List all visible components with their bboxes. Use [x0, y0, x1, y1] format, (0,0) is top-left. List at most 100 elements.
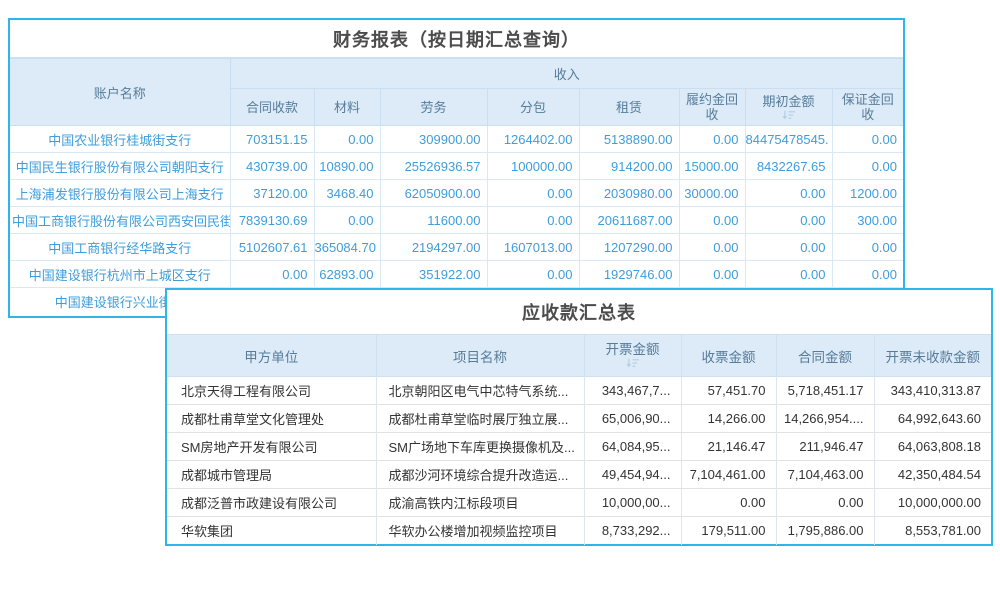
project-name-cell: 成都沙河环境综合提升改造运...	[376, 460, 585, 489]
amount-cell: 15000.00	[678, 152, 746, 180]
column-header-invoiced-amount-label: 开票金额	[605, 342, 660, 357]
amount-cell: 0.00	[486, 260, 580, 288]
column-header-invoiced-amount[interactable]: 开票金额	[583, 334, 682, 377]
invoiced-unpaid-cell: 42,350,484.54	[874, 460, 991, 489]
amount-cell: 0.00	[678, 233, 746, 261]
receivables-table-body: 北京天得工程有限公司 北京朝阳区电气中芯特气系统... 343,467,7... 57…	[167, 376, 991, 545]
invoiced-amount-cell: 10,000,00...	[584, 488, 682, 517]
finance-table-row: 中国建设银行杭州市上城区支行 0.00 62893.00 351922.00 0.00 1…	[10, 260, 904, 288]
received-amount-cell: 57,451.70	[681, 376, 777, 405]
column-header-subcontract: 分包	[486, 88, 580, 126]
project-name-cell: 成渝高铁内江标段项目	[376, 488, 585, 517]
amount-cell: 0.00	[831, 233, 904, 261]
sort-descending-icon[interactable]	[625, 358, 640, 369]
amount-cell: 37120.00	[229, 179, 315, 207]
received-amount-cell: 179,511.00	[681, 516, 777, 545]
client-name-cell: 华软集团	[167, 516, 377, 545]
amount-cell: 1200.00	[831, 179, 904, 207]
amount-cell: 0.00	[831, 260, 904, 288]
amount-cell: 0.00	[486, 206, 580, 234]
project-name-cell: 华软办公楼增加视频监控项目	[376, 516, 585, 545]
column-header-project: 项目名称	[375, 334, 585, 377]
account-name-cell: 上海浦发银行股份有限公司上海支行	[10, 179, 231, 207]
amount-cell: 2030980.00	[578, 179, 680, 207]
finance-report-panel: 财务报表（按日期汇总查询） 账户名称 收入 合同收款 材料 劳务 分包 租赁 履	[8, 18, 905, 318]
invoiced-amount-cell: 64,084,95...	[584, 432, 682, 461]
invoiced-amount-cell: 49,454,94...	[584, 460, 682, 489]
column-header-contract-amount: 合同金额	[775, 334, 875, 377]
finance-table-row: 上海浦发银行股份有限公司上海支行 37120.00 3468.40 62050900.…	[10, 179, 904, 207]
contract-amount-cell: 5,718,451.17	[776, 376, 875, 405]
amount-cell: 0.00	[744, 179, 833, 207]
receivables-table-row: 成都泛普市政建设有限公司 成渝高铁内江标段项目 10,000,00... 0.00 0.…	[167, 488, 991, 517]
received-amount-cell: 21,146.47	[681, 432, 777, 461]
column-header-received-amount: 收票金额	[680, 334, 777, 377]
invoiced-unpaid-cell: 64,063,808.18	[874, 432, 991, 461]
amount-cell: 30000.00	[678, 179, 746, 207]
amount-cell: 2194297.00	[379, 233, 488, 261]
amount-cell: 351922.00	[379, 260, 488, 288]
finance-table-row: 中国民生银行股份有限公司朝阳支行 430739.00 10890.00 2552693…	[10, 152, 904, 180]
amount-cell: 3468.40	[313, 179, 381, 207]
amount-cell: 10890.00	[313, 152, 381, 180]
finance-report-table: 账户名称 收入 合同收款 材料 劳务 分包 租赁 履约金回收 期初金额	[10, 58, 904, 315]
client-name-cell: 成都泛普市政建设有限公司	[167, 488, 377, 517]
contract-amount-cell: 211,946.47	[776, 432, 875, 461]
finance-table-row: 中国工商银行股份有限公司西安回民街支 7839130.69 0.00 11600.00…	[10, 206, 904, 234]
column-header-deposit-refund: 保证金回收	[831, 88, 904, 126]
amount-cell: 0.00	[831, 125, 904, 153]
sort-descending-icon[interactable]	[781, 110, 796, 121]
receivables-table-row: SM房地产开发有限公司 SM广场地下车库更换摄像机及... 64,084,95...…	[167, 432, 991, 461]
amount-cell: 1929746.00	[578, 260, 680, 288]
finance-table-row: 中国工商银行经华路支行 5102607.61 365084.70 2194297.00…	[10, 233, 904, 261]
amount-cell: 0.00	[831, 152, 904, 180]
finance-table-body: 中国农业银行桂城街支行 703151.15 0.00 309900.00 1264402…	[10, 125, 904, 315]
amount-cell: 309900.00	[379, 125, 488, 153]
receivables-table-row: 成都城市管理局 成都沙河环境综合提升改造运... 49,454,94... 7,104…	[167, 460, 991, 489]
column-header-account: 账户名称	[10, 58, 231, 126]
invoiced-unpaid-cell: 64,992,643.60	[874, 404, 991, 433]
contract-amount-cell: 1,795,886.00	[776, 516, 875, 545]
invoiced-unpaid-cell: 8,553,781.00	[905, 523, 981, 539]
receivables-table-row: 华软集团 华软办公楼增加视频监控项目 8,733,292... 179,511.00 1…	[167, 516, 991, 545]
amount-cell: 8432267.65	[744, 152, 833, 180]
invoiced-amount-cell: 8,733,292...	[584, 516, 682, 545]
contract-amount-cell: 7,104,463.00	[776, 460, 875, 489]
project-name-cell: SM广场地下车库更换摄像机及...	[376, 432, 585, 461]
client-name-cell: 成都城市管理局	[167, 460, 377, 489]
amount-cell: 1607013.00	[486, 233, 580, 261]
amount-cell: 1207290.00	[578, 233, 680, 261]
invoiced-unpaid-cell: 343,410,313.87	[874, 376, 991, 405]
project-name-cell: 北京朝阳区电气中芯特气系统...	[376, 376, 585, 405]
account-name-cell: 中国工商银行经华路支行	[10, 233, 231, 261]
invoiced-unpaid-cell: 10,000,000.00	[874, 488, 991, 517]
amount-cell: 0.00	[229, 260, 315, 288]
amount-cell: 84475478545.	[744, 125, 833, 153]
amount-cell: 0.00	[744, 233, 833, 261]
amount-cell: 100000.00	[486, 152, 580, 180]
amount-cell: 914200.00	[578, 152, 680, 180]
received-amount-cell: 0.00	[681, 488, 777, 517]
account-name-cell: 中国工商银行股份有限公司西安回民街支	[10, 206, 231, 234]
column-header-contract-receipt: 合同收款	[230, 88, 315, 126]
column-header-material: 材料	[313, 88, 381, 126]
receivables-summary-table: 甲方单位 项目名称 开票金额 收票金额 合同金额 开票未收款金额	[167, 334, 991, 545]
amount-cell: 20611687.00	[578, 206, 680, 234]
amount-cell: 0.00	[744, 260, 833, 288]
amount-cell: 0.00	[486, 179, 580, 207]
amount-cell: 703151.15	[229, 125, 315, 153]
account-name-cell: 中国民生银行股份有限公司朝阳支行	[10, 152, 231, 180]
client-name-cell: 北京天得工程有限公司	[167, 376, 377, 405]
amount-cell: 7839130.69	[229, 206, 315, 234]
amount-cell: 365084.70	[313, 233, 381, 261]
received-amount-cell: 7,104,461.00	[681, 460, 777, 489]
column-header-opening-amount[interactable]: 期初金额	[744, 88, 833, 126]
amount-cell: 0.00	[678, 206, 746, 234]
amount-cell: 0.00	[678, 125, 746, 153]
client-name-cell: SM房地产开发有限公司	[167, 432, 377, 461]
amount-cell: 430739.00	[229, 152, 315, 180]
column-header-invoiced-unpaid-amount: 开票未收款金额	[873, 334, 991, 377]
column-header-opening-amount-label: 期初金额	[762, 93, 815, 109]
amount-cell: 5138890.00	[578, 125, 680, 153]
account-name-cell: 中国农业银行桂城街支行	[10, 125, 231, 153]
